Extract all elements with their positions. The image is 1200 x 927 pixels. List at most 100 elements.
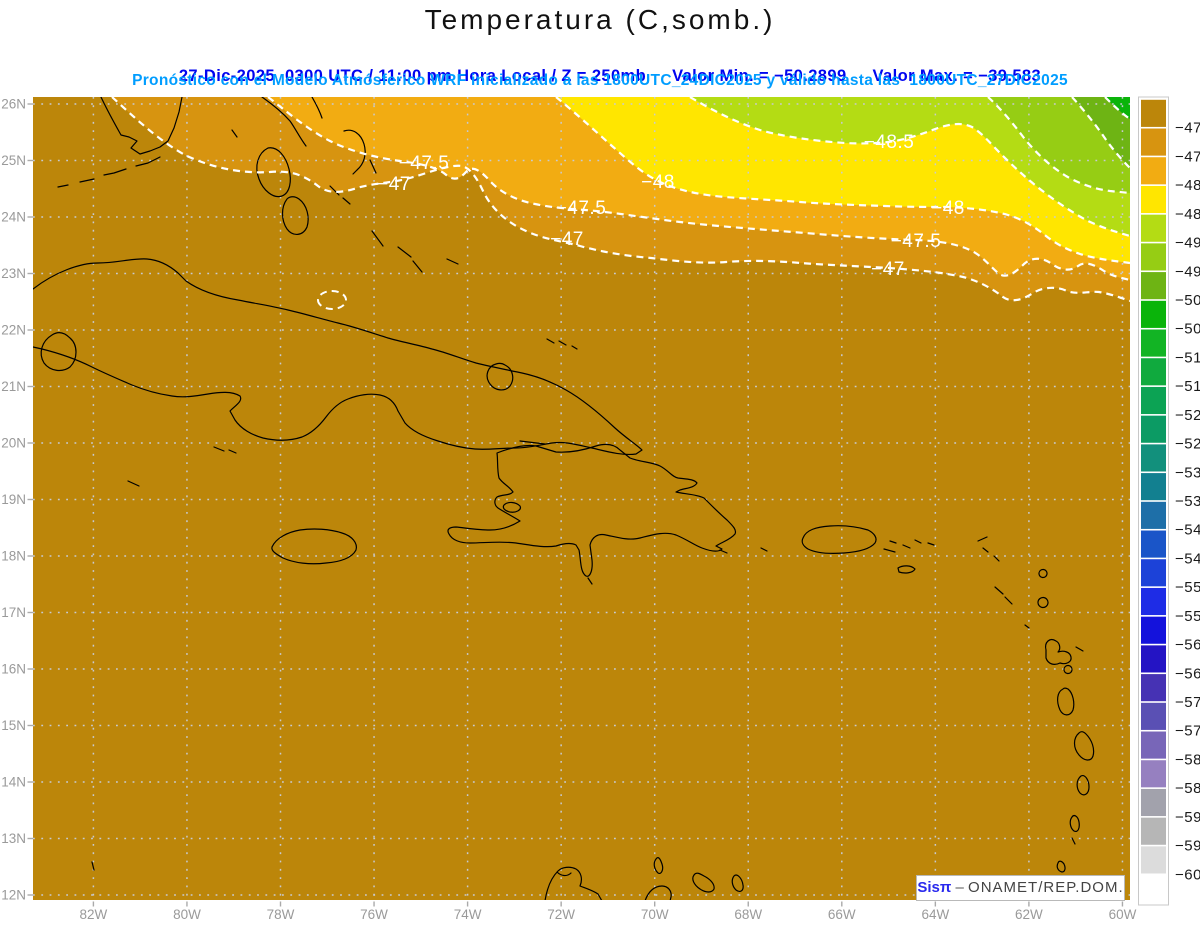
guadeloupe-dominica — [1045, 639, 1084, 716]
colorbar-cell — [1141, 99, 1166, 127]
colorbar-cell — [1141, 444, 1166, 472]
x-axis-label: 74W — [454, 907, 482, 922]
colorbar-cell — [1141, 645, 1166, 673]
contour-label: −47.5 — [556, 198, 607, 219]
puerto-rico — [801, 525, 877, 554]
colorbar-tick-label: −55 — [1175, 579, 1200, 596]
contour-label: −47.5 — [891, 231, 942, 252]
andros-island — [256, 147, 309, 235]
colorbar-cell — [1141, 329, 1166, 357]
isotherm--47 — [111, 97, 1130, 303]
y-axis-label: 17N — [1, 605, 26, 620]
page-title: Temperatura (C,somb.) — [424, 4, 776, 35]
colorbar-tick-label: −53 — [1175, 464, 1200, 481]
watermark: Sisπ – ONAMET/REP.DOM. — [916, 875, 1125, 901]
contour-label: −47.5 — [399, 153, 450, 174]
colorbar-cell — [1141, 559, 1166, 587]
colorbar-tick-label: −60 — [1175, 866, 1200, 883]
florida-keys — [57, 156, 161, 188]
colorbar-cell — [1141, 386, 1166, 415]
colorbar-tick-label: −58 — [1175, 751, 1200, 768]
colorbar-tick-label: −49.5 — [1175, 263, 1200, 280]
isotherm--48 — [555, 97, 1130, 265]
y-axis-label: 13N — [1, 831, 26, 846]
abc-islands — [653, 857, 744, 893]
x-axis-label: 78W — [267, 907, 295, 922]
colorbar-cell — [1141, 243, 1166, 271]
colorbar-cell — [1141, 358, 1166, 386]
y-axis-label: 20N — [1, 436, 26, 451]
leeward-islands — [977, 536, 1049, 629]
contour-label: −48 — [931, 198, 965, 219]
florida-coast — [100, 97, 183, 155]
isotherm-lines — [111, 97, 1130, 310]
watermark-brand: Sisπ — [917, 879, 952, 896]
virgin-islands-mona — [760, 539, 935, 574]
isotherm--47.5 — [267, 97, 1130, 282]
colorbar-cell — [1141, 875, 1166, 903]
y-axis-label: 21N — [1, 379, 26, 394]
isotherm--49.5 — [1071, 97, 1130, 169]
hispaniola — [447, 443, 737, 577]
colorbar-cell — [1141, 300, 1166, 328]
y-axis-label: 12N — [1, 888, 26, 903]
colorbar-tick-label: −49 — [1175, 235, 1200, 252]
colorbar-tick-label: −55.5 — [1175, 608, 1200, 625]
cayman-islands — [127, 446, 237, 487]
colorbar-tick-label: −52 — [1175, 407, 1200, 424]
isla-juventud — [40, 332, 77, 372]
y-axis-label: 16N — [1, 662, 26, 677]
isotherm-labels: −48.5−47.5−47 −48−47.5 −48−47 −47.5−47 — [377, 132, 965, 280]
colorbar-tick-label: −50.5 — [1175, 321, 1200, 338]
valor-max: Valor Max. = −39.583 — [872, 67, 1042, 85]
colorbar-tick-label: −53.5 — [1175, 493, 1200, 510]
colorbar-tick-label: −50 — [1175, 292, 1200, 309]
colorbar-tick-label: −58.5 — [1175, 780, 1200, 797]
x-axis-label: 76W — [360, 907, 388, 922]
colorbar-tick-label: −59 — [1175, 809, 1200, 826]
contour-label: −48.5 — [864, 132, 915, 153]
y-axis-label: 26N — [1, 97, 26, 112]
y-axis-label: 24N — [1, 210, 26, 225]
y-axis-label: 25N — [1, 153, 26, 168]
colorbar-cell — [1141, 616, 1166, 644]
contour-label: −47 — [550, 229, 584, 250]
x-axis-label: 72W — [547, 907, 575, 922]
watermark-dash: – — [955, 879, 969, 896]
colorbar-cell — [1141, 817, 1166, 845]
colorbar-tick-label: −57.5 — [1175, 723, 1200, 740]
contour-label: −47 — [871, 259, 905, 280]
colorbar-cell — [1141, 587, 1166, 616]
colorbar-cell — [1141, 674, 1166, 702]
jamaica — [271, 528, 357, 565]
gonave-tortue-satellites — [502, 440, 728, 585]
x-axis-label: 62W — [1015, 907, 1043, 922]
colorbar-tick-label: −59.5 — [1175, 838, 1200, 855]
colorbar-tick-label: −54 — [1175, 522, 1200, 539]
colorbar-tick-label: −54.5 — [1175, 550, 1200, 567]
y-axis-label: 18N — [1, 549, 26, 564]
y-axis-label: 19N — [1, 492, 26, 507]
coastlines — [33, 97, 1095, 900]
colorbar-cell — [1141, 214, 1166, 242]
contour-label: −48 — [641, 172, 675, 193]
colorbar-tick-label: −56 — [1175, 637, 1200, 654]
watermark-org: ONAMET/REP.DOM. — [968, 879, 1124, 896]
southeast-bahamas — [371, 230, 578, 391]
isotherm--48.5 — [689, 97, 1130, 238]
colorbar-cell — [1141, 530, 1166, 558]
valid-datetime: 27-Dic-2025 0300 UTC / 11:00 pm Hora Loc… — [178, 67, 647, 85]
colorbar-tick-label: −48 — [1175, 177, 1200, 194]
x-axis-label: 82W — [80, 907, 108, 922]
x-axis-label: 70W — [641, 907, 669, 922]
isotherm--49 — [987, 97, 1130, 195]
colorbar-tick-label: −51.5 — [1175, 378, 1200, 395]
forecast-line: Pronóstico con el Modelo Atmósferico WRF… — [132, 72, 1068, 89]
contour-label: −47 — [377, 174, 411, 195]
x-axis-label: 66W — [828, 907, 856, 922]
x-axis-label: 60W — [1109, 907, 1137, 922]
colorbar-tick-label: −56.5 — [1175, 665, 1200, 682]
colorbar-tick-label: −51 — [1175, 349, 1200, 366]
